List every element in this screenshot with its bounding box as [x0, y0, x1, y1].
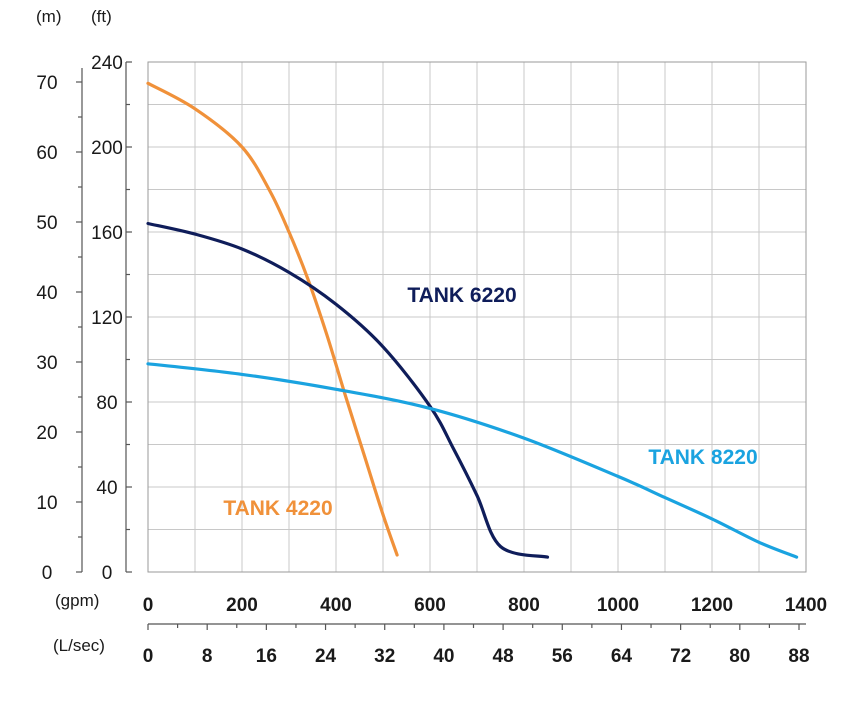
- x-tick-label-gpm: 1000: [597, 595, 639, 616]
- y-tick-label-m: 20: [36, 423, 57, 444]
- y-tick-label-ft: 160: [91, 223, 123, 244]
- y-tick-label-m: 40: [36, 283, 57, 304]
- x-tick-label-gpm: 1400: [785, 595, 827, 616]
- y-tick-label-m: 70: [36, 73, 57, 94]
- series-line-tank-8220: [146, 362, 799, 559]
- series-label-tank-4220: TANK 4220: [223, 497, 332, 520]
- y-tick-label-m: 30: [36, 353, 57, 374]
- y-tick-label-ft: 80: [96, 393, 117, 414]
- y-tick-label-ft: 240: [91, 53, 123, 74]
- y-tick-label-m: 60: [36, 143, 57, 164]
- x-tick-label-lsec: 8: [202, 646, 213, 667]
- y-tick-label-ft: 0: [102, 563, 113, 584]
- label-layer: TANK 4220 TANK 6220 TANK 8220: [223, 284, 757, 520]
- unit-label-m: (m): [36, 7, 61, 26]
- series-label-tank-8220: TANK 8220: [648, 446, 757, 469]
- y-tick-label-m: 50: [36, 213, 57, 234]
- x-tick-label-gpm: 800: [508, 595, 540, 616]
- grid-layer: [147, 61, 807, 573]
- x-tick-label-gpm: 0: [143, 595, 154, 616]
- x-tick-label-lsec: 56: [552, 646, 573, 667]
- series-line-tank-6220: [146, 221, 550, 559]
- x-tick-label-gpm: 200: [226, 595, 258, 616]
- x-tick-label-lsec: 40: [433, 646, 454, 667]
- x-tick-label-gpm: 400: [320, 595, 352, 616]
- x-tick-label-lsec: 72: [670, 646, 691, 667]
- plot-frame: [147, 61, 807, 573]
- x-tick-label-lsec: 64: [611, 646, 633, 667]
- x-tick-label-lsec: 80: [729, 646, 750, 667]
- x-tick-label-lsec: 16: [256, 646, 277, 667]
- x-tick-label-lsec: 88: [788, 646, 809, 667]
- x-tick-label-lsec: 48: [493, 646, 514, 667]
- y-tick-label-m: 0: [42, 563, 53, 584]
- series-line-tank-4220: [146, 81, 399, 557]
- y-tick-label-m: 10: [36, 493, 57, 514]
- series-layer: [146, 81, 799, 559]
- y-tick-label-ft: 200: [91, 138, 123, 159]
- x-tick-label-lsec: 0: [143, 646, 154, 667]
- x-tick-label-lsec: 32: [374, 646, 395, 667]
- x-tick-label-gpm: 1200: [691, 595, 733, 616]
- unit-label-lsec: (L/sec): [53, 636, 105, 655]
- y-tick-label-ft: 40: [96, 478, 117, 499]
- x-tick-label-gpm: 600: [414, 595, 446, 616]
- x-tick-label-lsec: 24: [315, 646, 337, 667]
- unit-label-gpm: (gpm): [55, 591, 99, 610]
- unit-label-ft: (ft): [91, 7, 112, 26]
- y-tick-label-ft: 120: [91, 308, 123, 329]
- series-label-tank-6220: TANK 6220: [407, 284, 516, 307]
